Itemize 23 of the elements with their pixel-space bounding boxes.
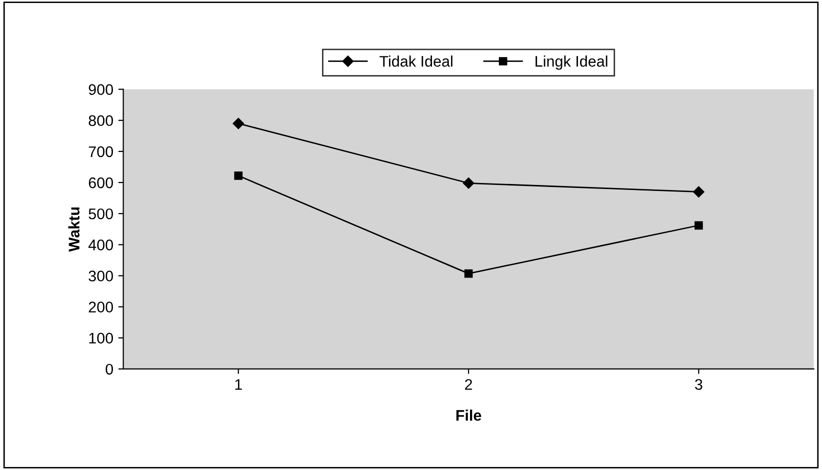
y-tick-label: 900 bbox=[88, 84, 113, 95]
legend-label: Lingk Ideal bbox=[536, 56, 608, 70]
point bbox=[234, 172, 243, 180]
y-tick-label: 200 bbox=[88, 302, 113, 312]
point bbox=[464, 269, 473, 278]
y-tick-label: 100 bbox=[89, 332, 113, 344]
y-tick-label: 400 bbox=[88, 240, 113, 250]
y-axis-title: Waktu bbox=[68, 208, 80, 252]
point bbox=[694, 221, 703, 230]
x-tick-label: 2 bbox=[465, 379, 472, 390]
x-tick-label: 3 bbox=[695, 379, 702, 390]
y-tick-label: 800 bbox=[88, 115, 113, 126]
point bbox=[462, 178, 474, 189]
point bbox=[232, 118, 244, 130]
point bbox=[693, 186, 704, 198]
y-tick-label: 700 bbox=[88, 146, 113, 158]
y-tick-label: 500 bbox=[88, 208, 113, 220]
x-axis-title: File bbox=[456, 410, 482, 421]
y-tick-label: 300 bbox=[88, 270, 113, 282]
y-tick-label: 600 bbox=[88, 177, 113, 188]
y-tick-label: 0 bbox=[106, 364, 113, 375]
x-tick-label: 1 bbox=[235, 379, 242, 390]
legend-label: Tidak Ideal bbox=[380, 56, 452, 67]
